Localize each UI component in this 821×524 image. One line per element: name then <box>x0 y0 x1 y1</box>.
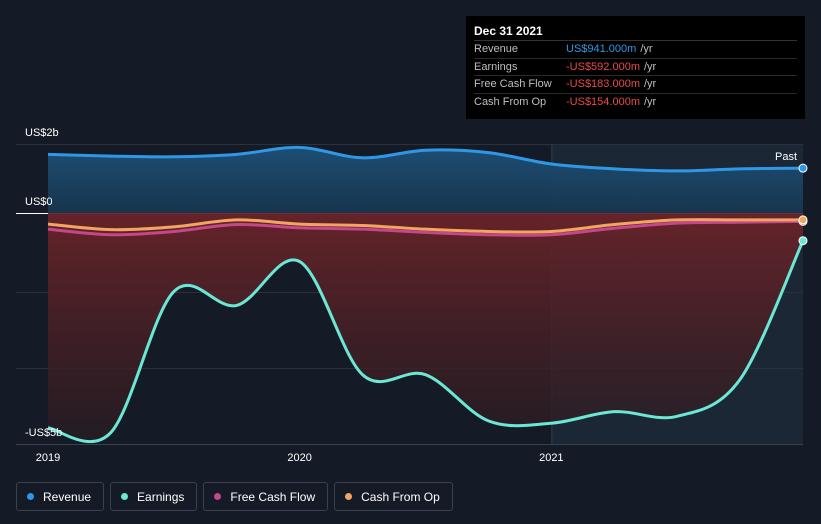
y-tick-label: US$2b <box>25 127 59 139</box>
tooltip-value: -US$592.000m <box>566 60 640 73</box>
tooltip-unit: /yr <box>644 60 657 73</box>
legend-label: Cash From Op <box>361 489 440 504</box>
revenue-line <box>47 145 804 173</box>
legend-label: Free Cash Flow <box>230 489 316 504</box>
tooltip-label: Free Cash Flow <box>474 78 552 90</box>
tooltip-label: Revenue <box>474 43 519 55</box>
legend-dot-icon <box>214 493 222 500</box>
tooltip-unit: /yr <box>644 78 657 90</box>
legend-label: Earnings <box>137 489 185 504</box>
legend-item-revenue[interactable]: Revenue <box>16 482 105 511</box>
tooltip-unit: /yr <box>644 95 657 108</box>
past-label: Past <box>775 151 797 163</box>
tooltip-label: Earnings <box>474 60 518 73</box>
cash-from-op-line <box>47 218 803 234</box>
tooltip-row-earnings: Earnings -US$592.000m/yr <box>474 59 797 76</box>
revenue-end-point <box>798 163 808 173</box>
earnings-line <box>47 240 805 444</box>
tooltip-unit: /yr <box>640 43 653 55</box>
tooltip-row-revenue: Revenue US$941.000m/yr <box>474 41 797 59</box>
tooltip-label: Cash From Op <box>474 95 547 108</box>
x-tick-label: 2021 <box>539 452 563 464</box>
x-tick-label: 2019 <box>36 452 60 464</box>
legend-dot-icon <box>121 493 129 500</box>
tooltip-row-cash-from-op: Cash From Op -US$154.000m/yr <box>474 94 797 112</box>
tooltip-value: -US$183.000m <box>566 78 640 90</box>
cash-from-op-end-point <box>798 215 808 225</box>
tooltip-date: Dec 31 2021 <box>474 23 797 41</box>
legend-label: Revenue <box>43 489 92 504</box>
legend-item-earnings[interactable]: Earnings <box>110 482 198 511</box>
legend-dot-icon <box>345 493 353 500</box>
tooltip: Dec 31 2021 Revenue US$941.000m/yr Earning… <box>466 16 805 119</box>
legend: Revenue Earnings Free Cash Flow Cash From O… <box>16 482 453 511</box>
x-tick-label: 2020 <box>287 452 311 464</box>
revenue-area <box>48 147 803 213</box>
free-cash-flow-line <box>47 219 804 237</box>
tooltip-value: -US$154.000m <box>566 95 640 108</box>
tooltip-value: US$941.000m <box>566 43 637 55</box>
tooltip-row-free-cash-flow: Free Cash Flow -US$183.000m/yr <box>474 76 797 94</box>
y-tick-label: -US$5b <box>25 427 62 439</box>
earnings-end-point <box>798 236 808 246</box>
earnings-area <box>48 213 803 442</box>
legend-item-cash-from-op[interactable]: Cash From Op <box>334 482 453 511</box>
y-tick-label: US$0 <box>25 196 53 208</box>
legend-dot-icon <box>27 493 34 500</box>
legend-item-free-cash-flow[interactable]: Free Cash Flow <box>203 482 329 511</box>
